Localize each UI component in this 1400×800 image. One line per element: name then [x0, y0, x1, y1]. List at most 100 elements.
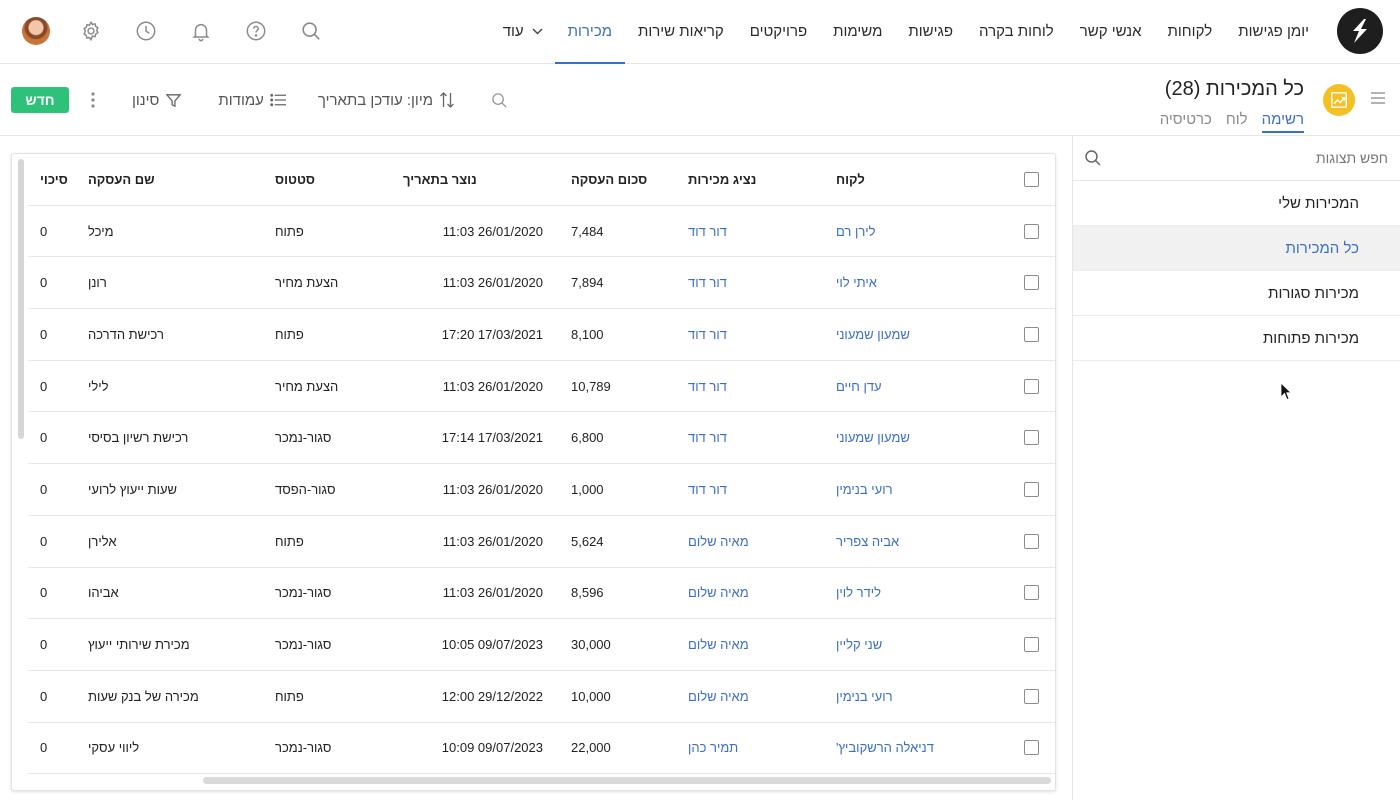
sales-rep-link[interactable]: מאיה שלום [688, 637, 749, 653]
nav-item-3[interactable]: לוחות בקרה [979, 23, 1054, 40]
vertical-scrollbar[interactable] [18, 159, 24, 439]
sales-rep-link[interactable]: דור דוד [688, 275, 727, 291]
view-tab-2[interactable]: כרטיסיה [1159, 111, 1212, 128]
sales-rep-link[interactable]: דור דוד [688, 326, 727, 342]
table-row[interactable]: רועי בנימין דור דוד 1,000 11:03 26/01/2020 ס… [28, 464, 1055, 516]
avatar[interactable] [18, 13, 54, 49]
sidebar-view-item[interactable]: מכירות סגורות [1073, 271, 1400, 316]
nav-item-8[interactable]: מכירות [554, 0, 626, 64]
help-button[interactable] [238, 13, 274, 49]
column-header-probability[interactable]: סיכוי [40, 171, 68, 187]
horizontal-scrollbar[interactable] [203, 777, 1051, 784]
table-row[interactable]: לידר לוין מאיה שלום 8,596 11:03 26/01/2020 ס… [28, 568, 1055, 620]
table-row[interactable]: עדן חיים דור דוד 10,789 11:03 26/01/2020 הצע… [28, 361, 1055, 413]
nav-item-1[interactable]: לקוחות [1167, 23, 1213, 40]
row-checkbox[interactable] [1023, 740, 1039, 756]
column-header-customer[interactable]: לקוח [836, 171, 865, 187]
customer-link[interactable]: לירן רם [836, 223, 876, 239]
sales-rep-link[interactable]: מאיה שלום [688, 533, 749, 549]
row-checkbox[interactable] [1023, 275, 1039, 291]
nav-more-dropdown[interactable]: עוד [491, 0, 555, 63]
row-checkbox[interactable] [1023, 223, 1039, 239]
sales-rep-link[interactable]: דור דוד [688, 378, 727, 394]
row-checkbox[interactable] [1023, 430, 1039, 446]
column-header-status[interactable]: סטטוס [275, 171, 315, 187]
view-tab-0[interactable]: רשימה [1261, 111, 1305, 133]
probability-cell: 0 [40, 481, 48, 497]
column-header-created[interactable]: נוצר בתאריך [403, 171, 477, 187]
customer-link[interactable]: שני קליין [836, 637, 883, 653]
probability-cell-cell: 0 [40, 257, 100, 308]
app-logo[interactable] [1337, 8, 1383, 54]
nav-item-2[interactable]: אנשי קשר [1079, 23, 1142, 40]
probability-cell-cell: 0 [40, 671, 100, 722]
row-checkbox[interactable] [1023, 481, 1039, 497]
table-row[interactable]: שני קליין מאיה שלום 30,000 10:05 09/07/2023… [28, 619, 1055, 671]
row-checkbox[interactable] [1023, 378, 1039, 394]
nav-item-7[interactable]: קריאות שירות [638, 23, 724, 40]
row-checkbox[interactable] [1023, 585, 1039, 601]
table-row[interactable]: שמעון שמעוני דור דוד 6,800 17:14 17/03/2021… [28, 412, 1055, 465]
sales-rep-link[interactable]: מאיה שלום [688, 585, 749, 601]
new-button[interactable]: חדש [11, 87, 69, 113]
customer-link[interactable]: עדן חיים [836, 378, 882, 394]
row-checkbox[interactable] [1023, 533, 1039, 549]
nav-item-6[interactable]: פרויקטים [749, 23, 808, 40]
list-search-button[interactable] [491, 92, 509, 109]
sales-rep-link[interactable]: תמיר כהן [688, 740, 739, 756]
customer-link[interactable]: אביה צפריר [836, 533, 900, 549]
sidebar-view-item[interactable]: מכירות פתוחות [1073, 316, 1400, 361]
sales-rep-link[interactable]: דור דוד [688, 481, 727, 497]
created-date-cell: 17:20 17/03/2021 [403, 309, 543, 360]
hamburger-icon[interactable] [1370, 91, 1386, 105]
view-tab-1[interactable]: לוח [1225, 111, 1248, 128]
table-row[interactable]: רועי בנימין מאיה שלום 10,000 12:00 29/12/20… [28, 671, 1055, 723]
table-row[interactable]: שמעון שמעוני דור דוד 8,100 17:20 17/03/2021… [28, 309, 1055, 361]
sort-button[interactable]: מיון: עודכן בתאריך [318, 91, 455, 109]
filter-button[interactable]: סינון [132, 92, 182, 109]
customer-link[interactable]: דניאלה הרשקוביץ' [836, 740, 934, 756]
row-checkbox[interactable] [1023, 637, 1039, 653]
customer-link[interactable]: רועי בנימין [836, 688, 893, 704]
nav-item-5[interactable]: משימות [833, 23, 883, 40]
deal-name: רכישת הדרכה [88, 326, 164, 342]
sidebar-view-item[interactable]: כל המכירות [1073, 226, 1400, 271]
table-row[interactable]: לירן רם דור דוד 7,484 11:03 26/01/2020 פתוח מ… [28, 206, 1055, 258]
history-button[interactable] [128, 13, 164, 49]
page-title: כל המכירות (28) [1164, 78, 1304, 100]
sales-rep-link[interactable]: דור דוד [688, 223, 727, 239]
columns-button[interactable]: עמודות [218, 92, 287, 109]
more-options-button[interactable] [81, 87, 105, 113]
settings-button[interactable] [73, 13, 109, 49]
notifications-button[interactable] [183, 13, 219, 49]
deal-name-cell: לילי [88, 361, 248, 412]
customer-link[interactable]: איתי לוי [836, 275, 877, 291]
column-header-deal-name[interactable]: שם העסקה [88, 171, 155, 187]
nav-item-4[interactable]: פגישות [908, 23, 954, 40]
sales-rep-link[interactable]: דור דוד [688, 430, 727, 446]
created-date: 11:03 26/01/2020 [442, 481, 543, 497]
column-header-rep[interactable]: נציג מכירות [688, 171, 757, 187]
select-all-checkbox[interactable] [1023, 171, 1039, 187]
global-search-button[interactable] [293, 13, 329, 49]
table-row[interactable]: איתי לוי דור דוד 7,894 11:03 26/01/2020 הצעת… [28, 257, 1055, 310]
sales-rep-link[interactable]: מאיה שלום [688, 688, 749, 704]
customer-link[interactable]: שמעון שמעוני [836, 430, 910, 446]
nav-item-0[interactable]: יומן פגישות [1238, 23, 1309, 40]
deal-amount: 7,894 [571, 275, 604, 291]
sidebar-view-item[interactable]: המכירות שלי [1073, 181, 1400, 226]
row-checkbox[interactable] [1023, 688, 1039, 704]
table-row[interactable]: אביה צפריר מאיה שלום 5,624 11:03 26/01/2020… [28, 516, 1055, 568]
search-icon[interactable] [1084, 149, 1102, 167]
row-checkbox[interactable] [1023, 326, 1039, 342]
probability-cell: 0 [40, 585, 48, 601]
customer-link-cell: רועי בנימין [836, 464, 986, 515]
customer-link[interactable]: שמעון שמעוני [836, 326, 910, 342]
views-search-input[interactable] [1108, 144, 1388, 172]
deal-name-cell: מכירה של בנק שעות [88, 671, 248, 722]
column-header-amount[interactable]: סכום העסקה [571, 171, 648, 187]
customer-link[interactable]: רועי בנימין [836, 481, 893, 497]
table-row[interactable]: דניאלה הרשקוביץ' תמיר כהן 22,000 10:09 09/0… [28, 723, 1055, 775]
customer-link[interactable]: לידר לוין [836, 585, 882, 601]
deal-name: ליווי עסקי [88, 740, 140, 756]
